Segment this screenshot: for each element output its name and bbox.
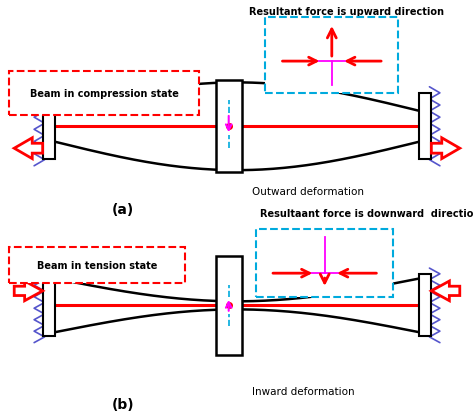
Text: Resultant force is upward direction: Resultant force is upward direction [248,7,444,17]
Polygon shape [431,138,460,159]
Bar [216,81,242,173]
FancyBboxPatch shape [9,72,199,116]
FancyBboxPatch shape [256,229,393,297]
Text: (a): (a) [112,203,134,217]
Text: Beam in tension state: Beam in tension state [37,260,157,271]
Polygon shape [431,281,460,301]
Bar [43,275,55,337]
FancyBboxPatch shape [9,248,185,283]
Text: Beam in compression state: Beam in compression state [30,89,179,99]
Text: Outward deformation: Outward deformation [252,187,364,197]
Bar [43,94,55,160]
Text: Inward deformation: Inward deformation [252,387,355,396]
Polygon shape [14,281,43,301]
Bar [419,275,431,337]
Text: (b): (b) [112,397,135,411]
Polygon shape [14,138,43,159]
Text: Resultaant force is downward  direction: Resultaant force is downward direction [260,209,474,218]
FancyBboxPatch shape [265,17,398,94]
Bar [216,256,242,355]
Bar [419,94,431,160]
